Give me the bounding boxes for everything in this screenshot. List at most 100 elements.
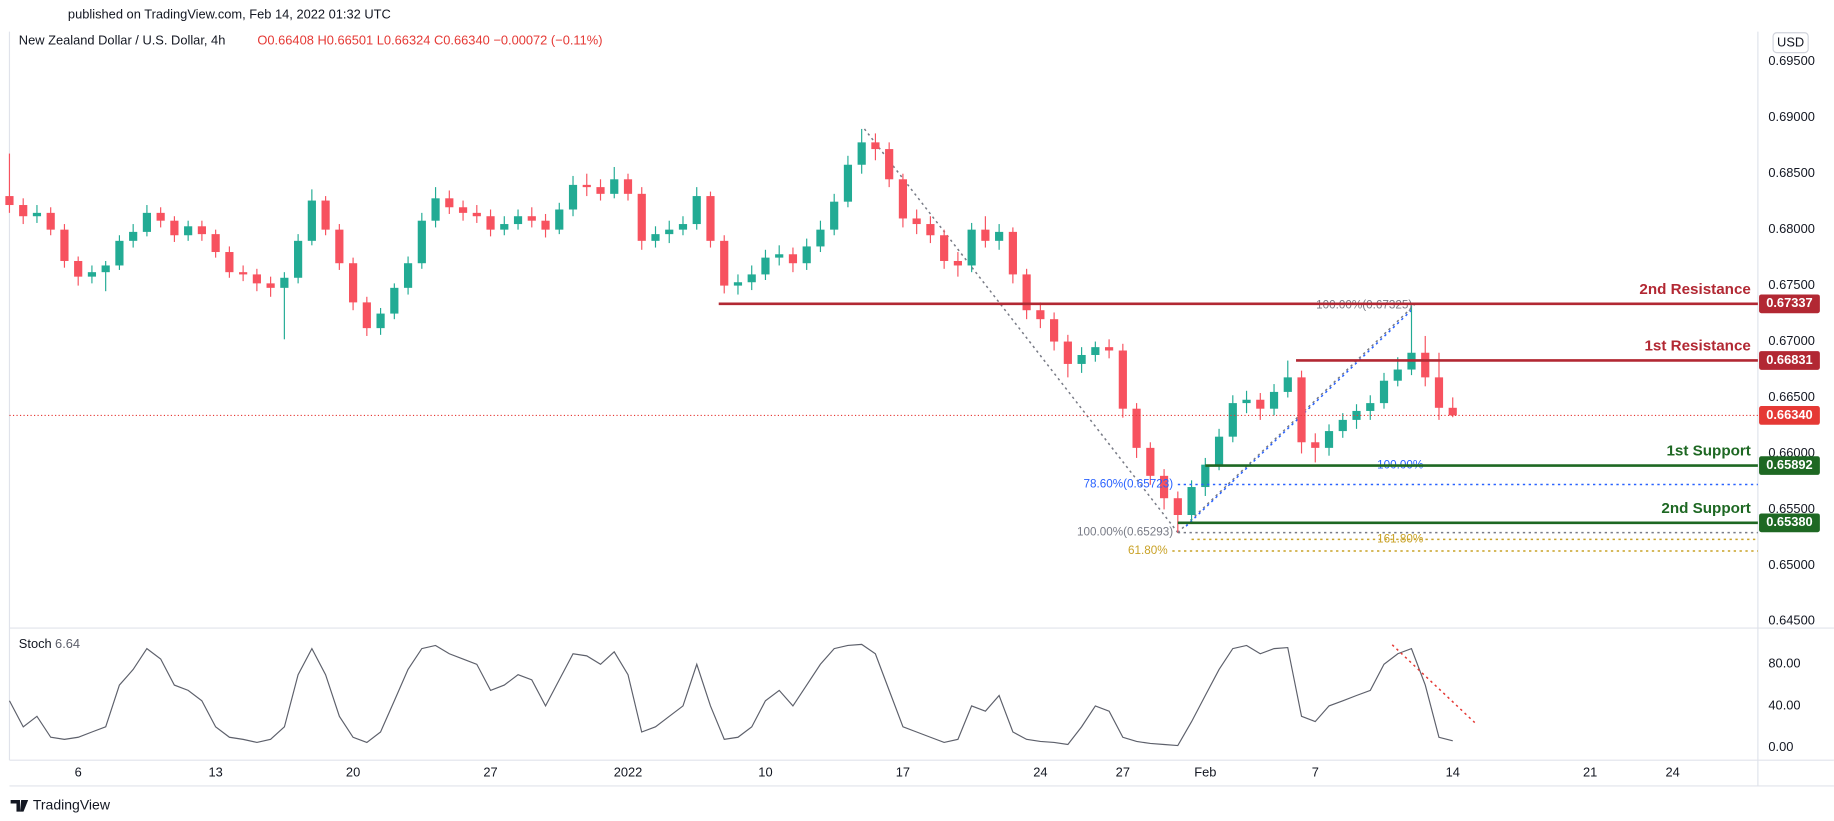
- candle-body: [843, 164, 853, 202]
- candle-body: [1201, 464, 1210, 488]
- candle-body: [885, 149, 894, 180]
- x-tick-label: 27: [1116, 764, 1130, 779]
- ohlc-readout: O0.66408 H0.66501 L0.66324 C0.66340 −0.0…: [257, 32, 602, 47]
- candle-body: [335, 229, 344, 264]
- candle-body: [170, 220, 179, 236]
- candle-body: [1434, 377, 1444, 408]
- candle-body: [1228, 403, 1237, 437]
- x-tick-label: 2022: [614, 764, 643, 779]
- candle-body: [1379, 380, 1389, 404]
- candle-body: [348, 263, 358, 303]
- candle-body: [651, 234, 660, 241]
- candle-body: [706, 196, 715, 241]
- candle-body: [1256, 399, 1265, 409]
- stoch-line: [8, 643, 1453, 747]
- candle-body: [115, 240, 124, 266]
- candle-body: [830, 201, 839, 230]
- candle-body: [912, 218, 921, 225]
- candle-body: [307, 200, 316, 241]
- x-tick-label: 27: [483, 764, 497, 779]
- candle-body: [1421, 352, 1430, 378]
- y-tick-label: 0.67500: [1768, 277, 1814, 292]
- candle-body: [1063, 341, 1072, 364]
- y-tick-label: 0.66000: [1768, 445, 1814, 460]
- candle-body: [252, 274, 261, 284]
- last-price-box: [1759, 406, 1820, 425]
- candle-body: [1050, 319, 1059, 342]
- candle-body: [733, 282, 743, 286]
- candle-body: [623, 179, 633, 194]
- stoch-value: 6.64: [55, 636, 80, 651]
- level-price-box: [1759, 513, 1820, 533]
- published-note: published on TradingView.com, Feb 14, 20…: [68, 7, 391, 22]
- candle-body: [445, 198, 454, 208]
- candle-body: [1187, 487, 1196, 516]
- candle-body: [678, 224, 688, 230]
- trendline: [1391, 644, 1476, 724]
- candle-body: [1311, 442, 1320, 448]
- x-tick-label: Feb: [1194, 764, 1216, 779]
- level-name: 2nd Resistance: [1639, 281, 1750, 298]
- x-tick-label: 13: [208, 764, 222, 779]
- candle-body: [802, 246, 811, 264]
- candle-body: [1283, 377, 1292, 392]
- candle-body: [1297, 377, 1306, 443]
- y-tick-label: 0.66500: [1768, 389, 1814, 404]
- candle-body: [568, 184, 578, 210]
- candle-body: [362, 302, 371, 329]
- trendline: [1177, 304, 1415, 534]
- x-tick-label: 24: [1666, 764, 1680, 779]
- candle-body: [19, 205, 28, 217]
- candle-body: [898, 179, 908, 219]
- candle-body: [431, 198, 440, 221]
- candle-body: [527, 216, 536, 221]
- candle-body: [1324, 431, 1334, 448]
- candle-body: [816, 229, 825, 247]
- last-price-label: 0.66340: [1766, 407, 1812, 422]
- candle-body: [417, 220, 426, 264]
- candle-body: [692, 196, 701, 225]
- level-name: 1st Support: [1666, 443, 1750, 460]
- y-tick-label: 0.68500: [1768, 165, 1814, 180]
- candle-body: [582, 184, 591, 188]
- fib-label: 78.60%(0.65723): [1083, 478, 1173, 491]
- candle-body: [1132, 408, 1141, 448]
- candle-body: [500, 224, 509, 230]
- y-tick-label: 0.65000: [1768, 557, 1814, 572]
- candle-body: [87, 272, 97, 277]
- candle-body: [761, 257, 770, 275]
- brand-logo: [10, 799, 29, 812]
- x-tick-label: 20: [346, 764, 360, 779]
- x-tick-label: 7: [1312, 764, 1319, 779]
- candle-body: [1008, 231, 1017, 275]
- x-tick-label: 17: [896, 764, 910, 779]
- y-tick-label: 0.69000: [1768, 109, 1814, 124]
- candle-body: [184, 226, 193, 236]
- candle-body: [1159, 475, 1169, 499]
- candle-body: [225, 252, 234, 273]
- currency-button[interactable]: [1772, 32, 1809, 54]
- candle-body: [747, 274, 756, 283]
- candle-body: [1366, 403, 1375, 411]
- candle-body: [720, 240, 729, 286]
- candle-body: [1036, 310, 1045, 320]
- currency-label: USD: [1777, 35, 1804, 50]
- fib-label: 100.00%(0.65293): [1077, 526, 1173, 539]
- candle-body: [1091, 347, 1100, 355]
- y-tick-label: 40.00: [1768, 697, 1800, 712]
- candle-body: [1269, 391, 1279, 409]
- x-tick-label: 6: [75, 764, 82, 779]
- symbol-title: New Zealand Dollar / U.S. Dollar, 4h: [19, 32, 226, 47]
- candle-body: [967, 229, 976, 266]
- candle-body: [156, 212, 165, 221]
- candle-body: [637, 193, 646, 241]
- candle-body: [1118, 350, 1127, 409]
- candle-body: [321, 200, 330, 230]
- candle-body: [403, 263, 413, 288]
- candle-body: [775, 254, 784, 258]
- candle-body: [239, 272, 248, 275]
- candle-body: [926, 224, 935, 236]
- candle-body: [390, 287, 399, 314]
